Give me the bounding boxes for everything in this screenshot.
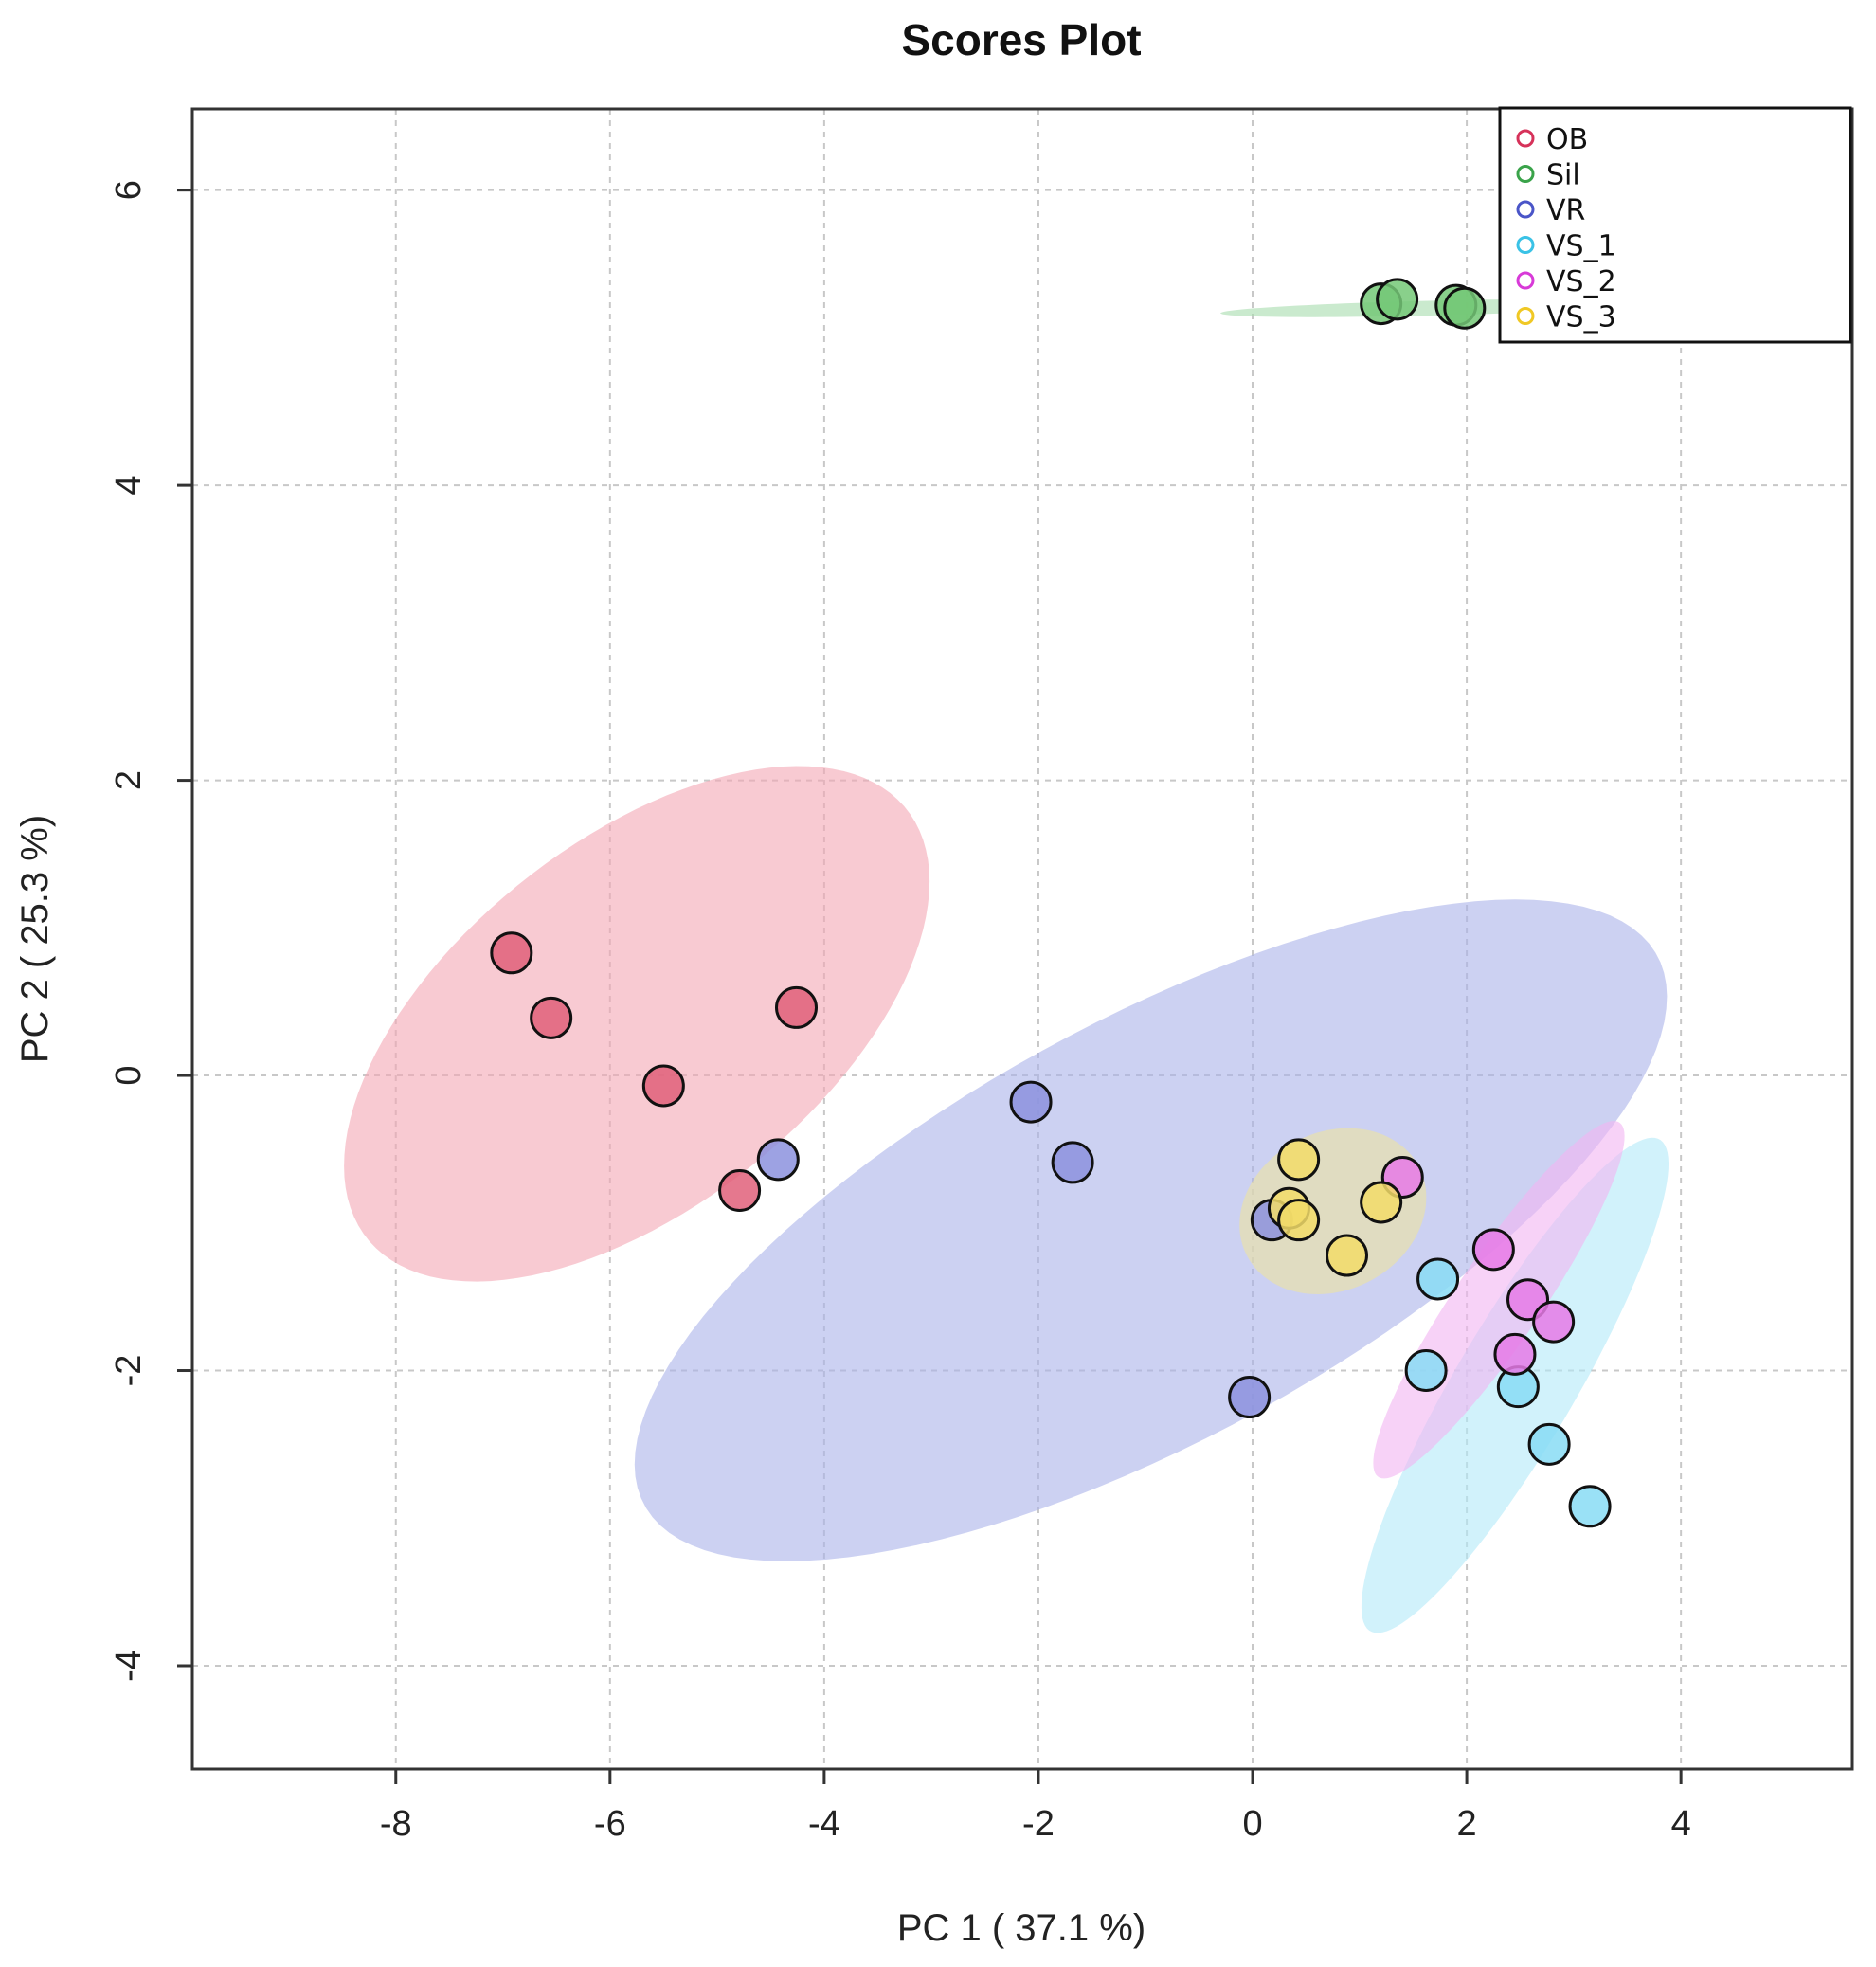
point-ob xyxy=(530,996,573,1039)
legend-label: OB xyxy=(1546,123,1588,156)
y-tick-label: 4 xyxy=(109,476,149,496)
ellipse-ob xyxy=(344,766,930,1282)
y-axis-label: PC 2 ( 25.3 %) xyxy=(14,815,56,1063)
y-tick-label: 0 xyxy=(109,1065,149,1085)
legend-box xyxy=(1498,106,1852,344)
x-tick-label: -8 xyxy=(380,1804,412,1844)
legend-marker xyxy=(1516,129,1535,148)
legend-label: VS_3 xyxy=(1546,301,1616,334)
x-tick-label: 2 xyxy=(1457,1804,1477,1844)
point-vs-2 xyxy=(1532,1300,1576,1344)
x-tick-label: -4 xyxy=(808,1804,840,1844)
x-tick-label: -6 xyxy=(594,1804,626,1844)
point-ob xyxy=(641,1064,685,1108)
point-vs-3 xyxy=(1277,1138,1321,1182)
point-vs-3 xyxy=(1325,1234,1368,1277)
y-tick-label: 2 xyxy=(109,770,149,790)
legend-marker xyxy=(1516,271,1535,290)
legend-label: VS_2 xyxy=(1546,265,1616,298)
legend-label: VS_1 xyxy=(1546,230,1616,263)
point-vs-2 xyxy=(1493,1332,1537,1376)
point-vs-1 xyxy=(1404,1349,1448,1393)
ellipse-vr xyxy=(634,899,1668,1561)
point-vs-2 xyxy=(1471,1228,1515,1272)
legend-marker xyxy=(1516,236,1535,254)
legend-marker xyxy=(1516,165,1535,183)
point-vr xyxy=(1051,1141,1094,1184)
point-vr xyxy=(756,1138,800,1182)
point-ob xyxy=(775,985,819,1029)
x-tick-label: -2 xyxy=(1022,1804,1055,1844)
legend-marker xyxy=(1516,200,1535,219)
legend-label: Sil xyxy=(1546,159,1580,192)
y-tick-label: 6 xyxy=(109,180,149,200)
y-tick-label: -4 xyxy=(109,1650,149,1682)
point-ob xyxy=(718,1169,762,1213)
x-tick-label: 0 xyxy=(1242,1804,1262,1844)
point-vs-1 xyxy=(1527,1422,1571,1466)
point-ob xyxy=(490,931,533,975)
point-sil xyxy=(1443,286,1487,330)
plot-frame xyxy=(190,107,1854,1771)
legend-marker xyxy=(1516,307,1535,325)
point-layer xyxy=(490,278,1612,1528)
chart-title: Scores Plot xyxy=(901,15,1141,64)
point-vr xyxy=(1228,1376,1272,1419)
x-axis-label: PC 1 ( 37.1 %) xyxy=(897,1907,1145,1949)
tick-layer: -8 -6 -4 -2 0 2 4 -4 -2 0 2 4 6 xyxy=(109,180,1691,1844)
point-sil xyxy=(1376,278,1419,321)
point-vs-1 xyxy=(1568,1485,1612,1528)
point-vs-3 xyxy=(1277,1199,1321,1242)
y-tick-label: -2 xyxy=(109,1355,149,1387)
point-vs-1 xyxy=(1416,1257,1460,1301)
x-tick-label: 4 xyxy=(1671,1804,1691,1844)
legend-label: VR xyxy=(1546,194,1585,227)
point-vs-3 xyxy=(1360,1181,1403,1224)
point-vr xyxy=(1009,1080,1053,1124)
grid-layer xyxy=(192,109,1852,1769)
